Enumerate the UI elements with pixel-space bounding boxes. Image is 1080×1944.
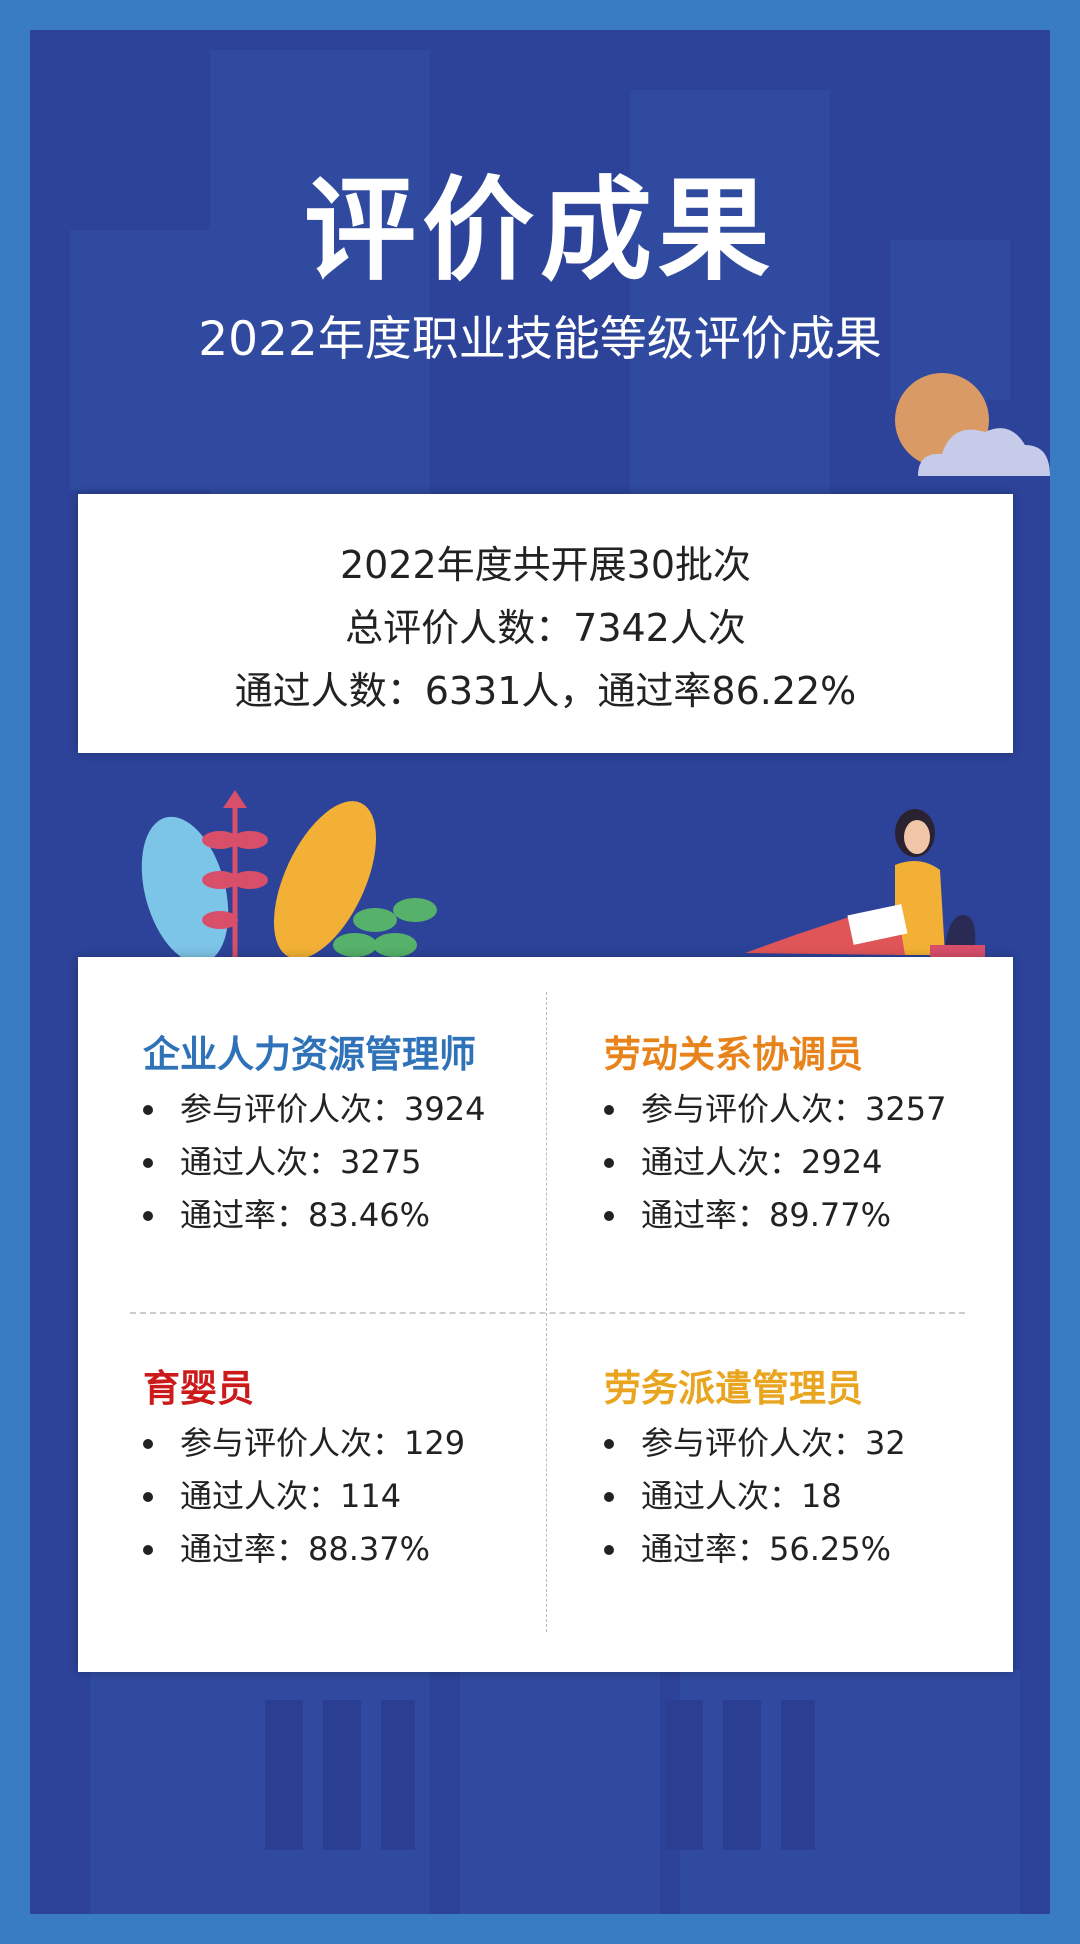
section-labor-coordinator: 劳动关系协调员 参与评价人次：3257 通过人次：2924 通过率：89.77%	[604, 1027, 946, 1242]
list-item: 参与评价人次：3257	[604, 1083, 946, 1136]
background-building	[890, 240, 1010, 400]
list-item: 通过率：88.37%	[143, 1523, 465, 1576]
section-title: 企业人力资源管理师	[143, 1033, 476, 1076]
background-building	[630, 90, 830, 510]
summary-total: 总评价人数：7342人次	[345, 606, 746, 650]
bullet-icon	[604, 1105, 614, 1115]
background-building	[210, 50, 430, 550]
bullet-icon	[143, 1439, 153, 1449]
plants-illustration	[141, 790, 437, 960]
summary-passed: 通过人数：6331人，通过率86.22%	[234, 669, 857, 713]
list-item: 通过人次：2924	[604, 1136, 946, 1189]
list-item: 参与评价人次：3924	[143, 1083, 485, 1136]
section-title: 育婴员	[143, 1367, 254, 1410]
bullet-icon	[143, 1105, 153, 1115]
background-building	[70, 230, 210, 490]
section-hr-manager: 企业人力资源管理师 参与评价人次：3924 通过人次：3275 通过率：83.4…	[143, 1027, 485, 1242]
bullet-icon	[143, 1545, 153, 1555]
bullet-icon	[143, 1492, 153, 1502]
background-building	[460, 1670, 660, 1914]
page-title: 评价成果	[304, 166, 776, 296]
list-item: 参与评价人次：32	[604, 1417, 906, 1470]
list-item: 通过人次：18	[604, 1470, 906, 1523]
background-windows	[265, 1700, 415, 1850]
sun-cloud-illustration	[895, 373, 1050, 476]
list-item: 通过人次：114	[143, 1470, 465, 1523]
bullet-icon	[604, 1545, 614, 1555]
section-title: 劳务派遣管理员	[604, 1367, 863, 1410]
cloud-icon	[918, 428, 1050, 476]
bullet-icon	[604, 1158, 614, 1168]
section-dispatch-manager: 劳务派遣管理员 参与评价人次：32 通过人次：18 通过率：56.25%	[604, 1361, 906, 1576]
horizontal-divider	[130, 1312, 965, 1314]
list-item: 通过率：83.46%	[143, 1189, 485, 1242]
bullet-icon	[143, 1211, 153, 1221]
summary-batches: 2022年度共开展30批次	[339, 543, 752, 587]
list-item: 通过人次：3275	[143, 1136, 485, 1189]
list-item: 参与评价人次：129	[143, 1417, 465, 1470]
bullet-icon	[604, 1211, 614, 1221]
section-title: 劳动关系协调员	[604, 1033, 863, 1076]
bullet-icon	[604, 1492, 614, 1502]
list-item: 通过率：56.25%	[604, 1523, 906, 1576]
list-item: 通过率：89.77%	[604, 1189, 946, 1242]
reading-woman-illustration	[745, 809, 985, 960]
page-subtitle: 2022年度职业技能等级评价成果	[198, 312, 882, 367]
bullet-icon	[143, 1158, 153, 1168]
bullet-icon	[604, 1439, 614, 1449]
details-card: 企业人力资源管理师 参与评价人次：3924 通过人次：3275 通过率：83.4…	[78, 957, 1013, 1672]
section-childcare: 育婴员 参与评价人次：129 通过人次：114 通过率：88.37%	[143, 1361, 465, 1576]
background-windows	[665, 1700, 815, 1850]
summary-card: 2022年度共开展30批次 总评价人数：7342人次 通过人数：6331人，通过…	[78, 494, 1013, 753]
